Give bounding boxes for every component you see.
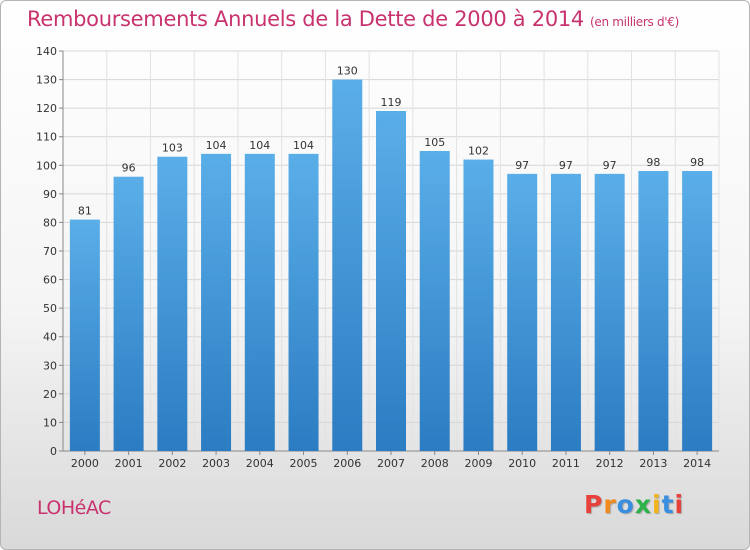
y-tick-label: 10 xyxy=(43,416,57,429)
y-tick-label: 120 xyxy=(36,102,57,115)
town-name: LOHéAC xyxy=(37,497,111,519)
x-tick-label-2003: 2003 xyxy=(202,457,230,470)
bar-2006 xyxy=(332,79,363,452)
bar-2010 xyxy=(507,173,538,451)
x-tick-label-2001: 2001 xyxy=(115,457,143,470)
logo-letter: x xyxy=(634,490,652,519)
bar-2002 xyxy=(157,156,188,451)
x-tick-label-2004: 2004 xyxy=(246,457,274,470)
x-tick-label-2012: 2012 xyxy=(596,457,624,470)
data-label-2009: 102 xyxy=(468,145,489,158)
x-tick-label-2014: 2014 xyxy=(683,457,711,470)
bar-2007 xyxy=(376,111,406,451)
y-tick-label: 80 xyxy=(43,216,57,229)
x-tick-label-2008: 2008 xyxy=(421,457,449,470)
x-tick-label-2006: 2006 xyxy=(333,457,361,470)
x-tick-label-2007: 2007 xyxy=(377,457,405,470)
y-tick-label: 140 xyxy=(36,45,57,58)
axes: 0 10 20 30 40 50 60 70 80 90 100 110 120 130 140 2000 20… xyxy=(36,45,719,470)
data-label-2005: 104 xyxy=(293,139,314,152)
data-label-2011: 97 xyxy=(559,159,573,172)
y-tick-label: 30 xyxy=(43,359,57,372)
bar-2011 xyxy=(550,173,581,451)
data-label-2013: 98 xyxy=(646,156,660,169)
chart-subtitle: (en milliers d'€) xyxy=(590,15,680,29)
y-tick-label: 100 xyxy=(36,159,57,172)
bars xyxy=(69,79,713,452)
x-tick-label-2013: 2013 xyxy=(639,457,667,470)
y-tick-label: 130 xyxy=(36,74,57,87)
y-tick-label: 0 xyxy=(50,445,57,458)
x-tick-label-2011: 2011 xyxy=(552,457,580,470)
chart-title: Remboursements Annuels de la Dette de 20… xyxy=(27,7,679,31)
y-tick-label: 90 xyxy=(43,188,57,201)
bar-2013 xyxy=(638,171,669,451)
data-label-2003: 104 xyxy=(206,139,227,152)
data-label-2001: 96 xyxy=(122,162,136,175)
x-tick-label-2005: 2005 xyxy=(290,457,318,470)
data-label-2010: 97 xyxy=(515,159,529,172)
y-tick-label: 20 xyxy=(43,388,57,401)
data-labels: 81 96 103 104 104 104 130 119 105 102 97 97 97 98 98 xyxy=(78,65,704,218)
bar-2014 xyxy=(682,171,713,451)
data-label-2006: 130 xyxy=(337,65,358,78)
data-label-2012: 97 xyxy=(603,159,617,172)
bar-2004 xyxy=(244,153,275,451)
x-tick-label-2009: 2009 xyxy=(464,457,492,470)
bar-2001 xyxy=(113,176,144,451)
logo-letter: o xyxy=(616,490,635,519)
y-tick-label: 60 xyxy=(43,274,57,287)
data-label-2014: 98 xyxy=(690,156,704,169)
logo-letter: t xyxy=(661,490,675,519)
x-tick-label-2002: 2002 xyxy=(158,457,186,470)
chart-title-text: Remboursements Annuels de la Dette de 20… xyxy=(27,7,584,31)
proxiti-logo[interactable]: Proxiti xyxy=(584,490,684,519)
y-tick-label: 110 xyxy=(36,131,57,144)
data-label-2008: 105 xyxy=(424,136,445,149)
data-label-2004: 104 xyxy=(249,139,270,152)
x-tick-label-2000: 2000 xyxy=(71,457,99,470)
y-tick-label: 50 xyxy=(43,302,57,315)
y-tick-label: 40 xyxy=(43,331,57,344)
data-label-2002: 103 xyxy=(162,142,183,155)
logo-letter: P xyxy=(584,490,604,519)
y-tick-label: 70 xyxy=(43,245,57,258)
bar-2009 xyxy=(463,159,494,452)
logo-letter: i xyxy=(652,490,662,519)
data-label-2007: 119 xyxy=(381,96,402,109)
data-label-2000: 81 xyxy=(78,205,92,218)
bar-2005 xyxy=(288,153,319,451)
bar-2012 xyxy=(594,173,625,451)
bar-2000 xyxy=(69,219,100,451)
x-tick-label-2010: 2010 xyxy=(508,457,536,470)
bar-2003 xyxy=(201,153,232,451)
bar-2008 xyxy=(419,151,450,451)
logo-letter: r xyxy=(603,490,617,519)
logo-letter: i xyxy=(674,490,685,519)
